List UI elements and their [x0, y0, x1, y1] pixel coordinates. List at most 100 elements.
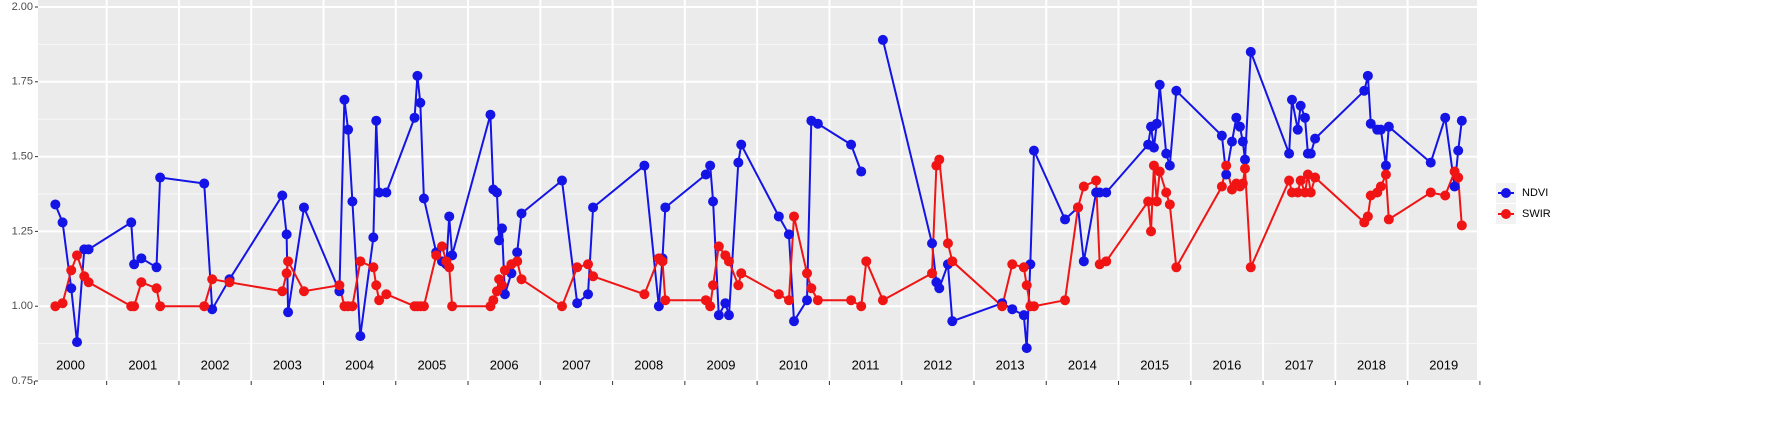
data-point — [1060, 214, 1071, 225]
data-point — [83, 277, 94, 288]
data-point — [1305, 187, 1316, 198]
data-point — [733, 157, 744, 168]
data-point — [334, 280, 345, 291]
data-point — [129, 259, 140, 270]
data-point — [494, 235, 505, 246]
data-point — [1239, 163, 1250, 174]
data-point — [1078, 256, 1089, 267]
year-label: 2016 — [1212, 357, 1241, 372]
data-point — [700, 169, 711, 180]
data-point — [444, 262, 455, 273]
data-point — [660, 295, 671, 306]
data-point — [1305, 148, 1316, 159]
data-point — [347, 301, 358, 312]
data-point — [1365, 118, 1376, 129]
data-point — [1362, 211, 1373, 222]
data-point — [151, 262, 162, 273]
data-point — [856, 166, 867, 177]
data-point — [1060, 295, 1071, 306]
data-point — [713, 310, 724, 321]
data-point — [72, 250, 83, 261]
data-point — [1295, 100, 1306, 111]
data-point — [1292, 187, 1303, 198]
data-point — [1161, 148, 1172, 159]
data-point — [556, 175, 567, 186]
data-point — [1021, 343, 1032, 354]
data-point — [368, 232, 379, 243]
year-label: 2000 — [56, 357, 85, 372]
data-point — [802, 268, 813, 279]
data-point — [72, 337, 83, 348]
y-tick-label: 1.75 — [12, 76, 33, 88]
legend-point — [1501, 188, 1511, 198]
data-point — [942, 238, 953, 249]
data-point — [129, 301, 140, 312]
data-point — [1143, 196, 1154, 207]
data-point — [1237, 136, 1248, 147]
data-point — [877, 34, 888, 45]
data-point — [572, 298, 583, 309]
data-point — [1078, 181, 1089, 192]
data-point — [802, 295, 813, 306]
data-point — [207, 304, 218, 315]
y-tick-label: 2.00 — [12, 1, 33, 13]
data-point — [1154, 79, 1165, 90]
data-point — [1216, 181, 1227, 192]
data-point — [583, 289, 594, 300]
data-point — [947, 316, 958, 327]
data-point — [488, 295, 499, 306]
data-point — [1299, 112, 1310, 123]
data-point — [1018, 310, 1029, 321]
data-point — [1456, 220, 1467, 231]
data-point — [418, 301, 429, 312]
year-label: 2012 — [923, 357, 952, 372]
data-point — [1440, 190, 1451, 201]
data-point — [1146, 226, 1157, 237]
data-point — [1295, 175, 1306, 186]
y-tick-label: 1.25 — [12, 225, 33, 237]
data-point — [1237, 178, 1248, 189]
data-point — [381, 289, 392, 300]
data-point — [447, 301, 458, 312]
data-point — [277, 286, 288, 297]
year-label: 2013 — [996, 357, 1025, 372]
y-tick-label: 1.00 — [12, 300, 33, 312]
data-point — [947, 256, 958, 267]
data-point — [1028, 301, 1039, 312]
data-point — [708, 280, 719, 291]
data-point — [1021, 280, 1032, 291]
data-point — [806, 283, 817, 294]
data-point — [1161, 187, 1172, 198]
data-point — [66, 265, 77, 276]
data-point — [660, 202, 671, 213]
data-point — [281, 229, 292, 240]
data-point — [136, 253, 147, 264]
data-point — [371, 280, 382, 291]
data-point — [788, 316, 799, 327]
data-point — [1101, 256, 1112, 267]
data-point — [1154, 166, 1165, 177]
year-label: 2001 — [128, 357, 157, 372]
data-point — [713, 241, 724, 252]
data-point — [588, 202, 599, 213]
data-point — [418, 193, 429, 204]
data-point — [155, 172, 166, 183]
data-point — [934, 154, 945, 165]
data-point — [381, 187, 392, 198]
data-point — [1456, 115, 1467, 126]
data-point — [516, 274, 527, 285]
data-point — [927, 268, 938, 279]
data-point — [1375, 124, 1386, 135]
data-point — [283, 307, 294, 318]
data-point — [224, 277, 235, 288]
data-point — [783, 295, 794, 306]
year-label: 2004 — [345, 357, 374, 372]
data-point — [723, 310, 734, 321]
year-label: 2008 — [634, 357, 663, 372]
data-point — [720, 298, 731, 309]
data-point — [1007, 259, 1018, 270]
data-point — [861, 256, 872, 267]
data-point — [588, 271, 599, 282]
year-label: 2018 — [1357, 357, 1386, 372]
